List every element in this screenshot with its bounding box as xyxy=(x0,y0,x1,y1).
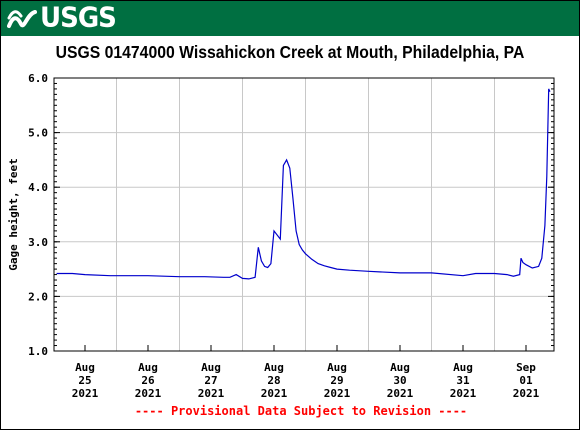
x-tick-year: 2021 xyxy=(450,387,477,400)
x-tick-year: 2021 xyxy=(198,387,225,400)
x-tick-day: 29 xyxy=(330,374,343,387)
x-tick-month: Aug xyxy=(327,361,347,374)
x-tick-year: 2021 xyxy=(72,387,99,400)
provisional-footnote: ---- Provisional Data Subject to Revisio… xyxy=(135,404,467,418)
x-tick-day: 26 xyxy=(141,374,155,387)
usgs-logo-icon xyxy=(7,9,37,28)
x-tick-day: 01 xyxy=(519,374,533,387)
usgs-logo: USGS xyxy=(7,2,117,34)
usgs-logo-text: USGS xyxy=(40,2,117,34)
x-tick-year: 2021 xyxy=(135,387,162,400)
gage-height-series-line xyxy=(56,88,551,280)
y-tick-label: 4.0 xyxy=(28,181,48,194)
x-tick-day: 31 xyxy=(456,374,470,387)
y-tick-label: 5.0 xyxy=(28,127,48,140)
chart-title: USGS 01474000 Wissahickon Creek at Mouth… xyxy=(55,42,525,62)
x-tick-month: Aug xyxy=(201,361,221,374)
plot-area xyxy=(54,78,554,351)
x-tick-year: 2021 xyxy=(261,387,288,400)
y-axis-label: Gage height, feet xyxy=(7,158,20,271)
x-tick-month: Aug xyxy=(453,361,473,374)
y-tick-label: 2.0 xyxy=(28,290,48,303)
x-tick-day: 28 xyxy=(267,374,280,387)
x-tick-year: 2021 xyxy=(324,387,351,400)
x-tick-day: 25 xyxy=(78,374,91,387)
x-tick-year: 2021 xyxy=(513,387,540,400)
plot-border xyxy=(53,77,555,352)
x-tick-day: 30 xyxy=(393,374,406,387)
x-tick-month: Aug xyxy=(75,361,95,374)
x-tick-month: Aug xyxy=(138,361,158,374)
x-tick-month: Aug xyxy=(264,361,284,374)
x-tick-year: 2021 xyxy=(387,387,414,400)
y-tick-label: 6.0 xyxy=(28,72,48,85)
x-tick-day: 27 xyxy=(204,374,217,387)
x-tick-month: Sep xyxy=(516,361,536,374)
y-tick-label: 3.0 xyxy=(28,236,48,249)
y-tick-label: 1.0 xyxy=(28,345,48,358)
x-tick-month: Aug xyxy=(390,361,410,374)
usgs-banner: USGS xyxy=(1,1,579,36)
